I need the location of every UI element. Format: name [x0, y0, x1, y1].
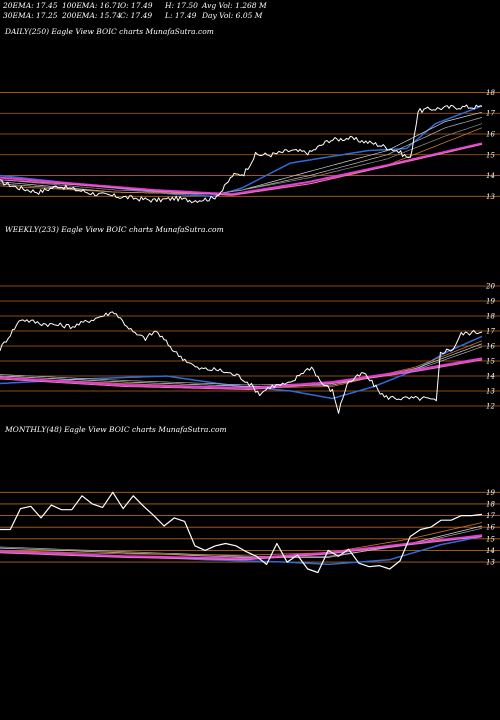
y-tick-label: 15 — [486, 535, 495, 543]
y-tick-label: 14 — [486, 547, 495, 555]
y-tick-label: 18 — [486, 89, 495, 97]
close-readout: C: 17.49 — [120, 11, 153, 20]
weekly-chart: 12 13 14 15 16 17 18 19 20 — [0, 283, 500, 414]
open-readout: O: 17.49 — [120, 1, 153, 10]
y-tick-label: 13 — [486, 559, 495, 567]
y-tick-label: 12 — [486, 403, 495, 411]
y-tick-label: 18 — [486, 313, 495, 321]
ema200-readout: 200EMA: 15.74 — [62, 11, 122, 20]
ema-pink-line — [0, 359, 483, 390]
y-tick-label: 20 — [485, 283, 495, 291]
ema20-readout: 20EMA: 17.45 — [3, 1, 58, 10]
monthly-chart: 13 14 15 16 17 18 19 — [0, 489, 500, 574]
day-volume-readout: Day Vol: 6.05 M — [202, 11, 263, 20]
weekly-panel-label: WEEKLY(233) Eagle View BOIC charts Munaf… — [5, 225, 224, 234]
y-tick-label: 18 — [486, 500, 495, 508]
price-line — [0, 311, 483, 414]
y-tick-label: 14 — [486, 373, 495, 381]
ema-white-1-line — [0, 111, 483, 195]
y-tick-label: 17 — [486, 512, 495, 520]
daily-panel-label: DAILY(250) Eagle View BOIC charts Munafa… — [5, 27, 214, 36]
avg-volume-readout: Avg Vol: 1.268 M — [202, 1, 267, 10]
ema-orange-line — [0, 522, 483, 556]
ema-pink-line — [0, 536, 483, 561]
y-tick-label: 14 — [486, 172, 495, 180]
ema-magenta-line — [0, 357, 483, 389]
ema-pink-line — [0, 143, 483, 196]
daily-chart: 13 14 15 16 17 18 — [0, 89, 500, 204]
ema-white-2-line — [0, 527, 483, 557]
y-tick-label: 13 — [486, 193, 495, 201]
y-tick-label: 17 — [486, 328, 495, 336]
y-tick-label: 17 — [486, 110, 495, 118]
y-tick-label: 16 — [486, 131, 495, 139]
ema100-readout: 100EMA: 16.71 — [62, 1, 122, 10]
ema30-readout: 30EMA: 17.25 — [3, 11, 58, 20]
y-tick-label: 15 — [486, 358, 495, 366]
y-tick-label: 13 — [486, 388, 495, 396]
price-line — [0, 491, 483, 574]
low-readout: L: 17.49 — [165, 11, 197, 20]
price-line — [0, 104, 483, 204]
y-tick-label: 15 — [486, 151, 495, 159]
ema-magenta-line — [0, 142, 483, 196]
y-tick-label: 16 — [486, 343, 495, 351]
y-tick-label: 16 — [486, 524, 495, 532]
ema-magenta-line — [0, 534, 483, 560]
y-tick-label: 19 — [486, 489, 495, 497]
y-tick-label: 19 — [486, 298, 495, 306]
monthly-panel-label: MONTHLY(48) Eagle View BOIC charts Munaf… — [5, 425, 227, 434]
chart-header: 20EMA: 17.45 100EMA: 16.71 O: 17.49 H: 1… — [0, 0, 500, 30]
high-readout: H: 17.50 — [165, 1, 198, 10]
